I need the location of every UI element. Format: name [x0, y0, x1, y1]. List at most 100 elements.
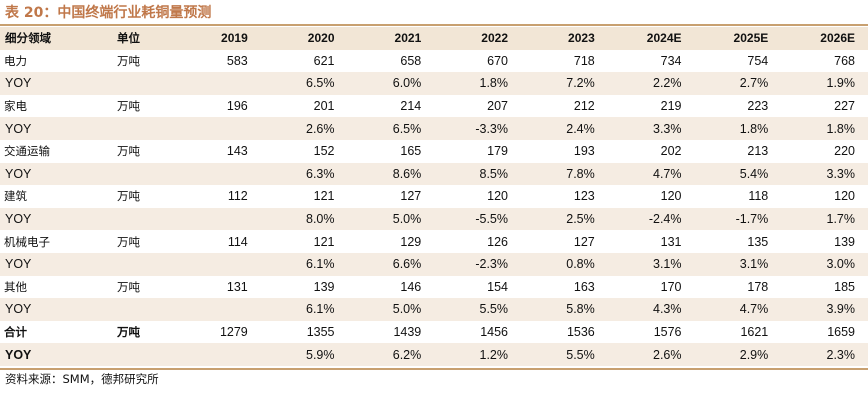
yoy-unit-cell — [112, 72, 174, 95]
yoy-cell: 8.5% — [479, 166, 509, 181]
yoy-cell: 1.2% — [479, 347, 509, 362]
yoy-label: YOY — [5, 76, 32, 91]
value-cell: 143 — [226, 144, 248, 159]
yoy-cell: 4.7% — [739, 302, 769, 317]
source-note: 资料来源：SMM，德邦研究所 — [5, 372, 159, 386]
yoy-cell: 2.6% — [306, 121, 335, 136]
yoy-label: YOY — [5, 212, 32, 227]
table-row: 其他 万吨 131 139 146 154 163 170 178 185 — [0, 276, 868, 299]
value-cell: 1536 — [566, 325, 595, 340]
yoy-label: YOY — [5, 347, 32, 362]
yoy-row: YOY 6.1% 5.0% 5.5% 5.8% 4.3% 4.7% 3.9% — [0, 298, 868, 321]
value-cell: 179 — [487, 144, 508, 159]
value-cell: 718 — [573, 53, 595, 68]
value-cell: 112 — [227, 189, 248, 204]
value-cell: 219 — [660, 99, 682, 114]
value-cell: 213 — [747, 144, 769, 159]
value-cell: 196 — [226, 99, 248, 114]
yoy-cell: 2.5% — [566, 212, 595, 227]
yoy-cell: 3.1% — [653, 257, 682, 272]
yoy-unit-cell — [112, 298, 174, 321]
yoy-cell: 8.6% — [392, 166, 422, 181]
value-cell: 1576 — [653, 325, 682, 340]
value-cell: 185 — [834, 279, 855, 294]
value-cell: 1621 — [740, 325, 769, 340]
yoy-cell: 3.9% — [826, 302, 856, 317]
value-cell: 163 — [573, 279, 595, 294]
value-cell: 123 — [573, 189, 595, 204]
row-unit: 万吨 — [117, 234, 140, 249]
yoy-cell: -5.5% — [475, 212, 508, 227]
yoy-cell: 4.3% — [653, 302, 682, 317]
yoy-cell: 4.7% — [653, 166, 682, 181]
yoy-unit-cell — [112, 117, 174, 140]
table-row: 机械电子 万吨 114 121 129 126 127 131 135 139 — [0, 230, 868, 253]
value-cell: 170 — [660, 279, 682, 294]
yoy-unit-cell — [112, 253, 174, 276]
table-row: 合计 万吨 1279 1355 1439 1456 1536 1576 1621 1659 — [0, 321, 868, 344]
value-cell: 1355 — [306, 325, 335, 340]
yoy-cell: 6.5% — [306, 76, 335, 91]
yoy-cell — [174, 253, 261, 276]
yoy-label: YOY — [5, 257, 32, 272]
yoy-cell — [174, 298, 261, 321]
value-cell: 118 — [748, 189, 769, 204]
row-unit: 万吨 — [117, 144, 140, 159]
row-unit: 万吨 — [117, 53, 140, 68]
yoy-cell: 1.8% — [739, 121, 769, 136]
title-divider — [0, 24, 868, 26]
value-cell: 120 — [660, 189, 682, 204]
header-cell-year: 2021 — [394, 31, 422, 46]
yoy-row: YOY 6.5% 6.0% 1.8% 7.2% 2.2% 2.7% 1.9% — [0, 72, 868, 95]
yoy-cell — [174, 208, 261, 231]
yoy-cell: 6.1% — [306, 302, 335, 317]
row-label: 家电 — [4, 99, 27, 114]
yoy-cell: 3.3% — [826, 166, 856, 181]
header-cell-year: 2020 — [307, 31, 335, 46]
yoy-cell: 0.8% — [566, 257, 595, 272]
table-row: 家电 万吨 196 201 214 207 212 219 223 227 — [0, 95, 868, 118]
value-cell: 207 — [487, 99, 508, 114]
header-cell-year: 2026E — [820, 31, 855, 46]
value-cell: 121 — [313, 234, 335, 249]
yoy-cell: 5.0% — [392, 302, 422, 317]
row-label: 建筑 — [4, 189, 27, 204]
yoy-cell: 3.0% — [826, 257, 856, 272]
header-cell-year: 2025E — [733, 31, 769, 46]
yoy-label: YOY — [5, 302, 32, 317]
yoy-cell: 6.3% — [306, 166, 335, 181]
table-body: 电力 万吨 583 621 658 670 718 734 754 768 YOY 6.5% 6.0% 1… — [0, 50, 868, 366]
yoy-cell: 3.3% — [653, 121, 682, 136]
yoy-cell: 2.7% — [739, 76, 769, 91]
row-unit: 万吨 — [117, 189, 140, 204]
row-unit: 万吨 — [117, 325, 140, 340]
yoy-cell: -2.3% — [475, 257, 508, 272]
yoy-cell: -2.4% — [648, 212, 682, 227]
value-cell: 193 — [573, 144, 595, 159]
table-row: 电力 万吨 583 621 658 670 718 734 754 768 — [0, 50, 868, 73]
yoy-row: YOY 8.0% 5.0% -5.5% 2.5% -2.4% -1.7% 1.7% — [0, 207, 868, 231]
header-cell-year: 2023 — [568, 31, 595, 46]
row-label: 交通运输 — [4, 144, 50, 159]
yoy-cell — [174, 117, 261, 140]
yoy-label: YOY — [5, 121, 32, 136]
value-cell: 127 — [573, 234, 595, 249]
value-cell: 129 — [400, 234, 422, 249]
yoy-cell — [174, 343, 261, 366]
row-label: 其他 — [4, 279, 27, 294]
yoy-cell: 5.4% — [739, 166, 769, 181]
value-cell: 754 — [747, 53, 769, 68]
value-cell: 583 — [226, 53, 248, 68]
value-cell: 223 — [747, 99, 769, 114]
yoy-cell — [174, 163, 261, 186]
value-cell: 734 — [660, 53, 682, 68]
value-cell: 152 — [313, 144, 335, 159]
value-cell: 131 — [226, 279, 248, 294]
yoy-cell: 5.8% — [566, 302, 595, 317]
table-bottom-rule — [0, 368, 868, 370]
table-row: 建筑 万吨 112 121 127 120 123 120 118 120 — [0, 185, 868, 208]
yoy-cell: 8.0% — [306, 212, 335, 227]
yoy-cell: 1.8% — [826, 121, 856, 136]
value-cell: 135 — [747, 234, 769, 249]
value-cell: 214 — [400, 99, 422, 114]
